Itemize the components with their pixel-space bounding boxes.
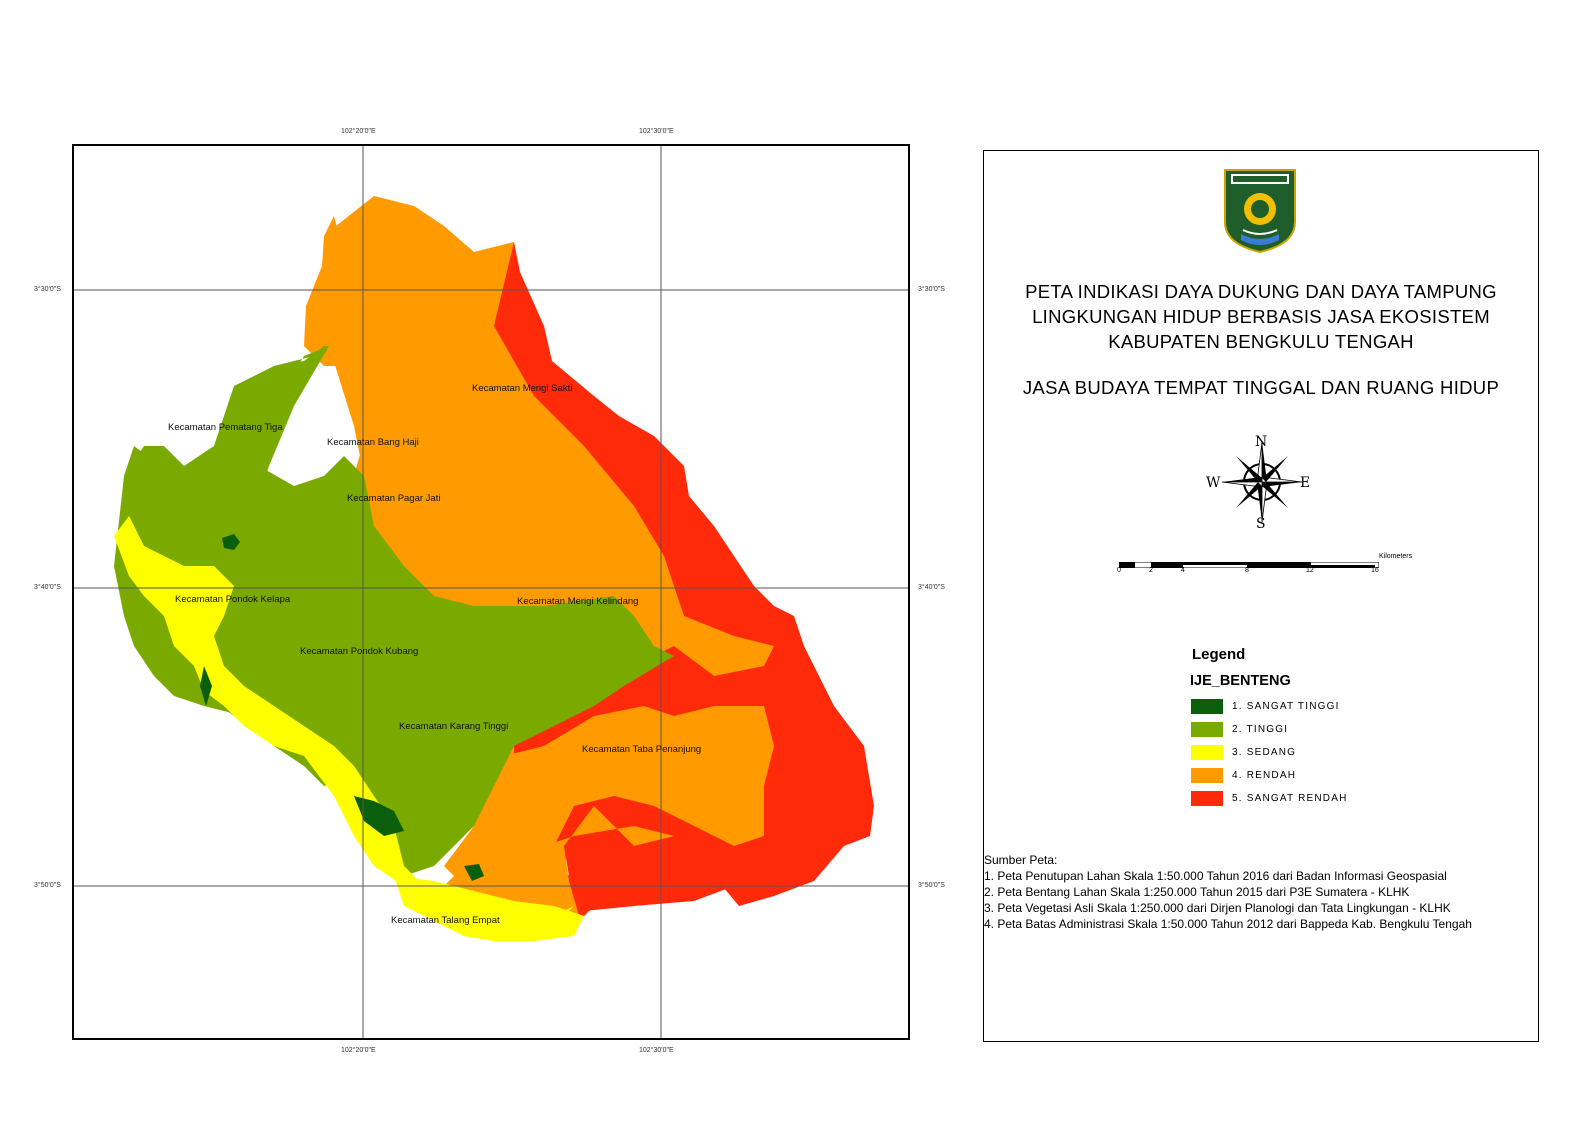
region-rendah-north (324, 196, 674, 606)
scale-tick: 12 (1306, 567, 1314, 574)
source-line: 1. Peta Penutupan Lahan Skala 1:50.000 T… (984, 869, 1447, 883)
legend-label: 3. SEDANG (1232, 747, 1297, 758)
scale-tick: 8 (1245, 567, 1249, 574)
map-title-line-1: PETA INDIKASI DAYA DUKUNG DAN DAYA TAMPU… (1025, 281, 1497, 302)
district-label: Kecamatan Karang Tinggi (399, 721, 509, 732)
region-rendah-south (444, 706, 774, 896)
legend-label: 4. RENDAH (1232, 770, 1297, 781)
map-title-line-3: KABUPATEN BENGKULU TENGAH (1108, 331, 1414, 352)
logo (1221, 164, 1299, 254)
coord-right-south-2: 3°40'0"S (918, 584, 945, 591)
region-sangat-rendah-south (564, 796, 764, 911)
sources-heading: Sumber Peta: (984, 853, 1058, 867)
district-label: Kecamatan Merigi Sakti (472, 383, 573, 394)
source-line: 3. Peta Vegetasi Asli Skala 1:250.000 da… (984, 901, 1451, 915)
legend-label: 5. SANGAT RENDAH (1232, 793, 1348, 804)
legend-swatch-rendah (1191, 768, 1223, 783)
region-sedang-south (394, 876, 584, 941)
map-frame[interactable]: Kecamatan Merigi Sakti Kecamatan Pematan… (72, 144, 910, 1040)
coord-right-south-3: 3°50'0"S (918, 882, 945, 889)
map-regions (74, 146, 908, 1038)
coord-top-east-2: 102°30'0"E (639, 128, 674, 135)
coord-top-east-1: 102°20'0"E (341, 128, 376, 135)
compass-rose-icon (1221, 441, 1303, 523)
coord-left-south-2: 3°40'0"S (34, 584, 61, 591)
compass-s: S (1256, 516, 1266, 532)
north-arrow (1216, 436, 1308, 528)
map-subtitle: JASA BUDAYA TEMPAT TINGGAL DAN RUANG HID… (1022, 377, 1500, 398)
compass-e: E (1300, 475, 1311, 491)
region-sangat-tinggi-1 (222, 534, 240, 550)
coord-bottom-east-1: 102°20'0"E (341, 1047, 376, 1054)
legend-swatch-sedang (1191, 745, 1223, 760)
district-label: Kecamatan Talang Empat (391, 915, 500, 926)
scale-tick: 2 (1149, 567, 1153, 574)
legend-swatch-sangat-rendah (1191, 791, 1223, 806)
scale-tick: 0 (1117, 567, 1121, 574)
district-label: Kecamatan Merigi Kelindang (517, 596, 639, 607)
district-label: Kecamatan Pondok Kelapa (175, 594, 291, 605)
compass-n: N (1255, 434, 1268, 450)
scale-bar (1118, 555, 1380, 569)
district-label: Kecamatan Pondok Kubang (300, 646, 419, 657)
scale-tick: 4 (1181, 567, 1185, 574)
legend-layer-name: IJE_BENTENG (1190, 673, 1291, 689)
map-info-panel: PETA INDIKASI DAYA DUKUNG DAN DAYA TAMPU… (983, 150, 1539, 1042)
emblem-icon (1224, 169, 1296, 254)
district-label: Kecamatan Pematang Tiga (168, 422, 283, 433)
coord-right-south-1: 3°30'0"S (918, 286, 945, 293)
region-sangat-tinggi-3 (200, 666, 212, 706)
compass-w: W (1206, 475, 1221, 491)
legend-swatch-sangat-tinggi (1191, 699, 1223, 714)
district-label: Kecamatan Bang Haji (327, 437, 419, 448)
coord-left-south-1: 3°30'0"S (34, 286, 61, 293)
legend-swatch-tinggi (1191, 722, 1223, 737)
district-label: Kecamatan Taba Penanjung (582, 744, 702, 755)
legend-label: 2. TINGGI (1232, 724, 1289, 735)
scale-tick: 16 (1371, 567, 1379, 574)
source-line: 4. Peta Batas Administrasi Skala 1:50.00… (984, 917, 1472, 931)
region-sangat-tinggi-4 (464, 864, 484, 881)
legend-label: 1. SANGAT TINGGI (1232, 701, 1340, 712)
coord-left-south-3: 3°50'0"S (34, 882, 61, 889)
coord-bottom-east-2: 102°30'0"E (639, 1047, 674, 1054)
district-label: Kecamatan Pagar Jati (347, 493, 441, 504)
region-sedang (114, 516, 574, 941)
region-sangat-tinggi-2 (354, 796, 404, 836)
legend-title: Legend (1192, 646, 1246, 663)
scale-unit: Kilometers (1379, 553, 1413, 560)
map-title-line-2: LINGKUNGAN HIDUP BERBASIS JASA EKOSISTEM (1032, 306, 1490, 327)
source-line: 2. Peta Bentang Lahan Skala 1:250.000 Ta… (984, 885, 1410, 899)
